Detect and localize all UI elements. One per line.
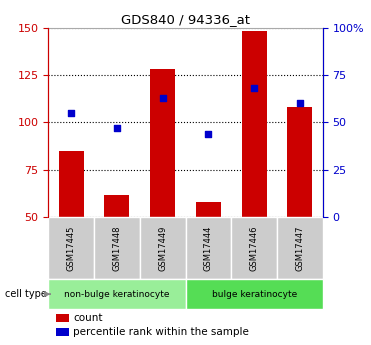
Point <box>297 101 303 106</box>
Bar <box>56 327 69 336</box>
Text: GSM17449: GSM17449 <box>158 226 167 271</box>
Bar <box>277 217 323 279</box>
Text: GSM17447: GSM17447 <box>295 226 304 271</box>
Point <box>251 86 257 91</box>
Bar <box>56 314 69 322</box>
Bar <box>48 279 186 309</box>
Bar <box>140 217 186 279</box>
Bar <box>94 217 140 279</box>
Bar <box>59 151 84 217</box>
Text: GSM17444: GSM17444 <box>204 226 213 271</box>
Bar <box>186 217 231 279</box>
Text: GSM17446: GSM17446 <box>250 226 259 271</box>
Bar <box>150 69 175 217</box>
Bar <box>48 217 94 279</box>
Bar <box>287 107 312 217</box>
Bar <box>104 195 129 217</box>
Text: percentile rank within the sample: percentile rank within the sample <box>73 327 249 337</box>
Point <box>114 125 120 131</box>
Bar <box>196 202 221 217</box>
Text: bulge keratinocyte: bulge keratinocyte <box>211 289 297 299</box>
Point <box>160 95 165 100</box>
Text: GSM17448: GSM17448 <box>112 226 121 271</box>
Point <box>68 110 74 116</box>
Text: count: count <box>73 313 102 323</box>
Title: GDS840 / 94336_at: GDS840 / 94336_at <box>121 13 250 27</box>
Bar <box>186 279 323 309</box>
Text: cell type: cell type <box>6 289 47 299</box>
Text: non-bulge keratinocyte: non-bulge keratinocyte <box>64 289 170 299</box>
Bar <box>231 217 277 279</box>
Text: GSM17445: GSM17445 <box>67 226 76 271</box>
Point <box>206 131 211 137</box>
Bar <box>242 31 267 217</box>
